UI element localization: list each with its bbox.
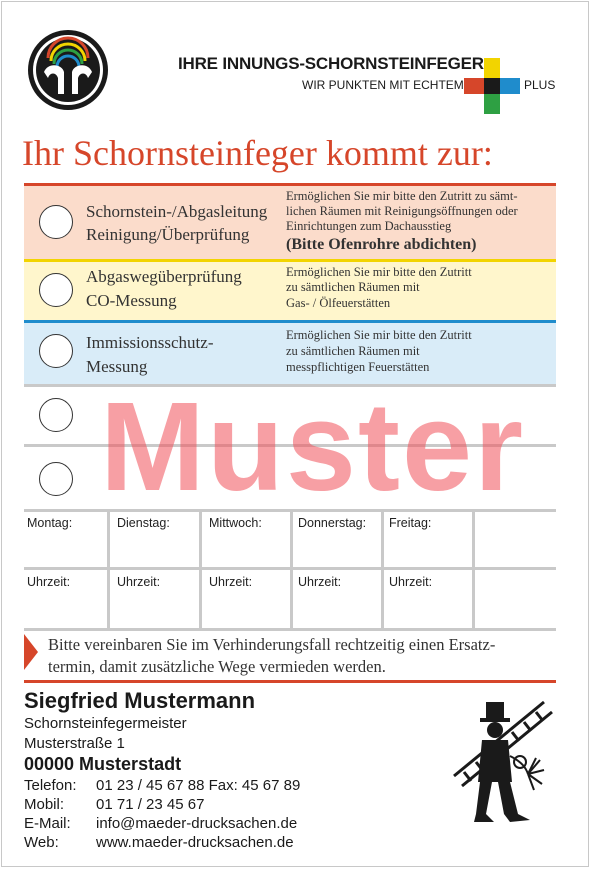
phone-label: Telefon: <box>24 777 77 794</box>
option-description: Ermöglichen Sie mir bitte den Zutritt <box>286 265 472 279</box>
notice-line: Bitte vereinbaren Sie im Verhinderungsfa… <box>48 635 496 654</box>
option-description: lichen Räumen mit Reinigungsöffnungen od… <box>286 204 518 218</box>
option-label: Reinigung/Überprüfung <box>86 225 250 244</box>
time-label: Uhrzeit: <box>209 575 253 589</box>
grid-line <box>472 512 475 628</box>
option-note: (Bitte Ofenrohre abdichten) <box>286 236 477 253</box>
mobile-label: Mobil: <box>24 796 65 813</box>
time-label: Uhrzeit: <box>27 575 71 589</box>
time-label: Uhrzeit: <box>389 575 433 589</box>
divider <box>24 444 556 447</box>
day-label: Mittwoch: <box>209 516 262 530</box>
web-label: Web: <box>24 834 59 851</box>
option-row-emission <box>24 320 556 387</box>
brand-title: IHRE INNUNGS-SCHORNSTEINFEGER <box>178 54 484 73</box>
phone-value: 01 23 / 45 67 88 Fax: 45 67 89 <box>96 777 301 794</box>
web-value[interactable]: www.maeder-drucksachen.de <box>96 834 294 851</box>
option-checkbox-emission[interactable] <box>39 334 73 368</box>
option-label: Messung <box>86 357 148 376</box>
notice-line: termin, damit zusätzliche Wege vermieden… <box>48 657 386 676</box>
option-description: Ermöglichen Sie mir bitte den Zutritt <box>286 328 472 342</box>
option-description: Gas- / Ölfeuerstätten <box>286 296 391 310</box>
notice-text: Bitte vereinbaren Sie im Verhinderungsfa… <box>48 634 560 678</box>
watermark: Muster <box>100 376 526 517</box>
chimney-sweep-icon <box>453 700 553 822</box>
option-description: Einrichtungen zum Dachausstieg <box>286 219 452 233</box>
option-checkbox-empty[interactable] <box>39 462 73 496</box>
option-description: messpflichtigen Feuerstätten <box>286 360 430 374</box>
time-label: Uhrzeit: <box>298 575 342 589</box>
option-description: zu sämtlichen Räumen mit <box>286 344 420 358</box>
day-label: Donnerstag: <box>298 516 367 530</box>
option-description: zu sämtlichen Räumen mit <box>286 280 420 294</box>
day-label: Montag: <box>27 516 73 530</box>
option-checkbox-empty[interactable] <box>39 398 73 432</box>
day-label: Freitag: <box>389 516 432 530</box>
contact-name: Siegfried Mustermann <box>24 688 256 713</box>
arrow-icon <box>24 634 38 670</box>
option-row-exhaust-check <box>24 259 556 323</box>
grid-line <box>24 509 556 512</box>
contact-city: 00000 Musterstadt <box>24 754 182 774</box>
option-row-cleaning <box>24 183 556 262</box>
grid-line <box>381 512 384 628</box>
brand-subtitle: WIR PUNKTEN MIT ECHTEM <box>302 78 464 92</box>
option-checkbox-cleaning[interactable] <box>39 205 73 239</box>
grid-line <box>107 512 110 628</box>
guild-logo-icon <box>28 30 108 110</box>
option-label: Abgaswegüberprüfung <box>86 267 242 286</box>
day-label: Dienstag: <box>117 516 170 530</box>
grid-line <box>24 628 556 631</box>
option-label: CO-Messung <box>86 291 177 310</box>
brand-plus: PLUS <box>524 78 556 92</box>
plus-color-icon <box>464 58 520 114</box>
option-description: Ermöglichen Sie mir bitte den Zutritt zu… <box>286 189 518 203</box>
contact-title: Schornsteinfegermeister <box>24 715 187 732</box>
divider <box>24 384 556 387</box>
time-label: Uhrzeit: <box>117 575 161 589</box>
grid-line <box>199 512 202 628</box>
divider <box>24 680 556 683</box>
mobile-value: 01 71 / 23 45 67 <box>96 796 205 813</box>
option-label: Schornstein-/Abgasleitung <box>86 202 268 221</box>
option-checkbox-exhaust[interactable] <box>39 273 73 307</box>
option-label: Immissionsschutz- <box>86 333 214 352</box>
email-value[interactable]: info@maeder-drucksachen.de <box>96 815 298 832</box>
contact-street: Musterstraße 1 <box>24 735 125 752</box>
grid-line <box>290 512 293 628</box>
email-label: E-Mail: <box>24 815 71 832</box>
page-title: Ihr Schornsteinfeger kommt zur: <box>22 133 493 173</box>
